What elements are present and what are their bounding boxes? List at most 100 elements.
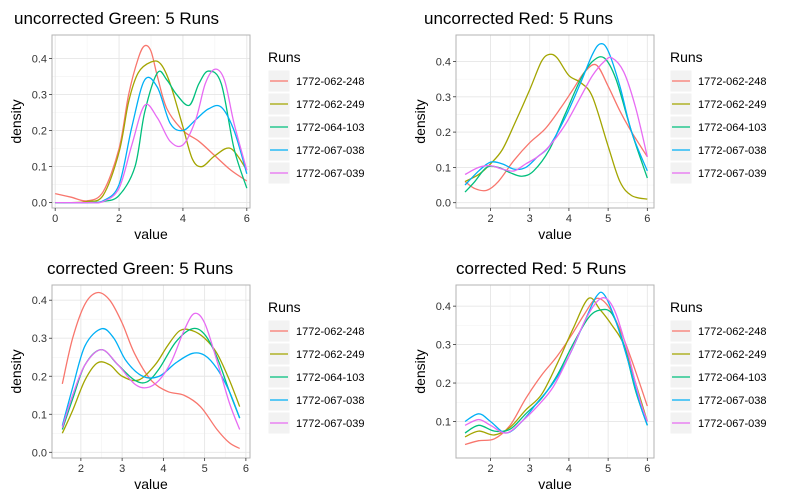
y-tick-label: 0.1: [436, 162, 451, 174]
series-lines: [464, 291, 648, 446]
legend: Runs 1772-062-248 1772-062-249 1772-064-103…: [267, 49, 365, 185]
plot-area: [456, 285, 654, 458]
legend-item: 1772-062-248: [267, 69, 365, 93]
legend-label: 1772-067-039: [296, 168, 365, 180]
x-tick-label: 4: [566, 213, 572, 225]
legend-item: 1772-067-038: [267, 138, 365, 162]
series-line-1772-062-248: [464, 63, 648, 192]
y-axis-title: density: [8, 99, 24, 143]
y-tick-label: 0.4: [32, 295, 47, 307]
x-axis-title: value: [538, 476, 572, 492]
legend-title: Runs: [268, 299, 301, 315]
x-tick-label: 4: [180, 213, 186, 225]
y-tick-label: 0.1: [32, 162, 47, 174]
legend-title: Runs: [268, 49, 301, 65]
chart-title: uncorrected Green: 5 Runs: [14, 9, 219, 28]
series-line-1772-067-038: [464, 43, 648, 186]
chart-panel-4: corrected Red: 5 Runs 2 3 4 5 6 value 0.1 0.2 0.3…: [412, 259, 767, 492]
series-line-1772-067-039: [464, 56, 648, 176]
legend-item: 1772-067-038: [669, 388, 767, 412]
legend-item: 1772-062-249: [669, 342, 767, 366]
legend-item: 1772-067-039: [669, 161, 767, 185]
y-tick-label: 0.0: [32, 198, 47, 210]
legend-item: 1772-067-038: [669, 138, 767, 162]
y-tick-label: 0.3: [32, 89, 47, 101]
y-axis: 0.0 0.1 0.2 0.3 0.4 density: [8, 295, 52, 459]
legend-item: 1772-062-249: [267, 92, 365, 116]
legend-label: 1772-062-248: [296, 76, 365, 88]
y-axis: 0.1 0.2 0.3 0.4 density: [412, 301, 456, 428]
x-axis-title: value: [134, 226, 168, 242]
y-axis: 0.0 0.1 0.2 0.3 0.4 density: [412, 56, 456, 210]
series-line-1772-064-103: [55, 70, 248, 204]
legend-item: 1772-067-039: [267, 411, 365, 435]
x-tick-label: 6: [644, 213, 650, 225]
legend-title: Runs: [670, 299, 703, 315]
legend-label: 1772-064-103: [296, 372, 365, 384]
legend-label: 1772-067-038: [698, 395, 767, 407]
x-tick-label: 5: [605, 213, 611, 225]
x-tick-label: 6: [644, 463, 650, 475]
legend-label: 1772-062-249: [296, 99, 365, 111]
x-axis: 0 2 4 6 value: [52, 208, 250, 242]
panel-border: [51, 284, 251, 459]
x-axis-title: value: [134, 476, 168, 492]
legend-label: 1772-067-038: [296, 395, 365, 407]
legend-label: 1772-062-249: [296, 349, 365, 361]
x-tick-label: 5: [605, 463, 611, 475]
y-tick-label: 0.0: [436, 198, 451, 210]
x-tick-label: 3: [527, 213, 533, 225]
x-tick-label: 0: [52, 213, 58, 225]
x-tick-label: 4: [160, 463, 166, 475]
y-tick-label: 0.3: [436, 92, 451, 104]
x-axis: 2 3 4 5 6 value: [487, 458, 650, 492]
x-tick-label: 5: [202, 463, 208, 475]
legend-label: 1772-067-039: [698, 168, 767, 180]
y-tick-label: 0.0: [32, 447, 47, 459]
y-tick-label: 0.1: [32, 409, 47, 421]
y-axis: 0.0 0.1 0.2 0.3 0.4 density: [8, 53, 52, 210]
series-line-1772-062-249: [55, 60, 248, 204]
legend-label: 1772-064-103: [698, 122, 767, 134]
x-axis-title: value: [538, 226, 572, 242]
y-tick-label: 0.4: [436, 56, 451, 68]
x-axis: 2 3 4 5 6 value: [78, 458, 249, 492]
x-tick-label: 2: [116, 213, 122, 225]
x-tick-label: 2: [487, 213, 493, 225]
series-lines: [464, 43, 648, 200]
legend-item: 1772-064-103: [267, 115, 365, 139]
chart-panel-1: uncorrected Green: 5 Runs 0 2 4 6 value 0.0 0.1…: [8, 9, 365, 242]
legend-item: 1772-067-039: [669, 411, 767, 435]
y-tick-label: 0.2: [436, 127, 451, 139]
y-tick-label: 0.3: [32, 333, 47, 345]
legend-label: 1772-067-039: [698, 418, 767, 430]
legend: Runs 1772-062-248 1772-062-249 1772-064-103…: [267, 299, 365, 435]
series-line-1772-067-039: [464, 297, 648, 434]
series-lines: [55, 44, 248, 204]
panel-border: [455, 284, 655, 459]
chart-title: corrected Red: 5 Runs: [456, 259, 626, 278]
chart-title: uncorrected Red: 5 Runs: [424, 9, 613, 28]
gridlines: [52, 35, 250, 208]
series-line-1772-062-249: [464, 53, 648, 200]
legend-item: 1772-064-103: [669, 365, 767, 389]
x-tick-label: 4: [566, 463, 572, 475]
y-tick-label: 0.1: [436, 416, 451, 428]
chart-title: corrected Green: 5 Runs: [47, 259, 233, 278]
legend-label: 1772-064-103: [296, 122, 365, 134]
y-axis-title: density: [8, 349, 24, 393]
y-tick-label: 0.3: [436, 340, 451, 352]
y-axis-title: density: [412, 99, 428, 143]
y-tick-label: 0.4: [436, 301, 451, 313]
legend-label: 1772-062-248: [698, 326, 767, 338]
legend-item: 1772-062-248: [669, 319, 767, 343]
x-tick-label: 6: [243, 463, 249, 475]
legend-label: 1772-067-038: [698, 145, 767, 157]
series-line-1772-067-039: [55, 68, 248, 204]
legend-label: 1772-062-248: [698, 76, 767, 88]
legend-item: 1772-062-248: [267, 319, 365, 343]
y-axis-title: density: [412, 349, 428, 393]
